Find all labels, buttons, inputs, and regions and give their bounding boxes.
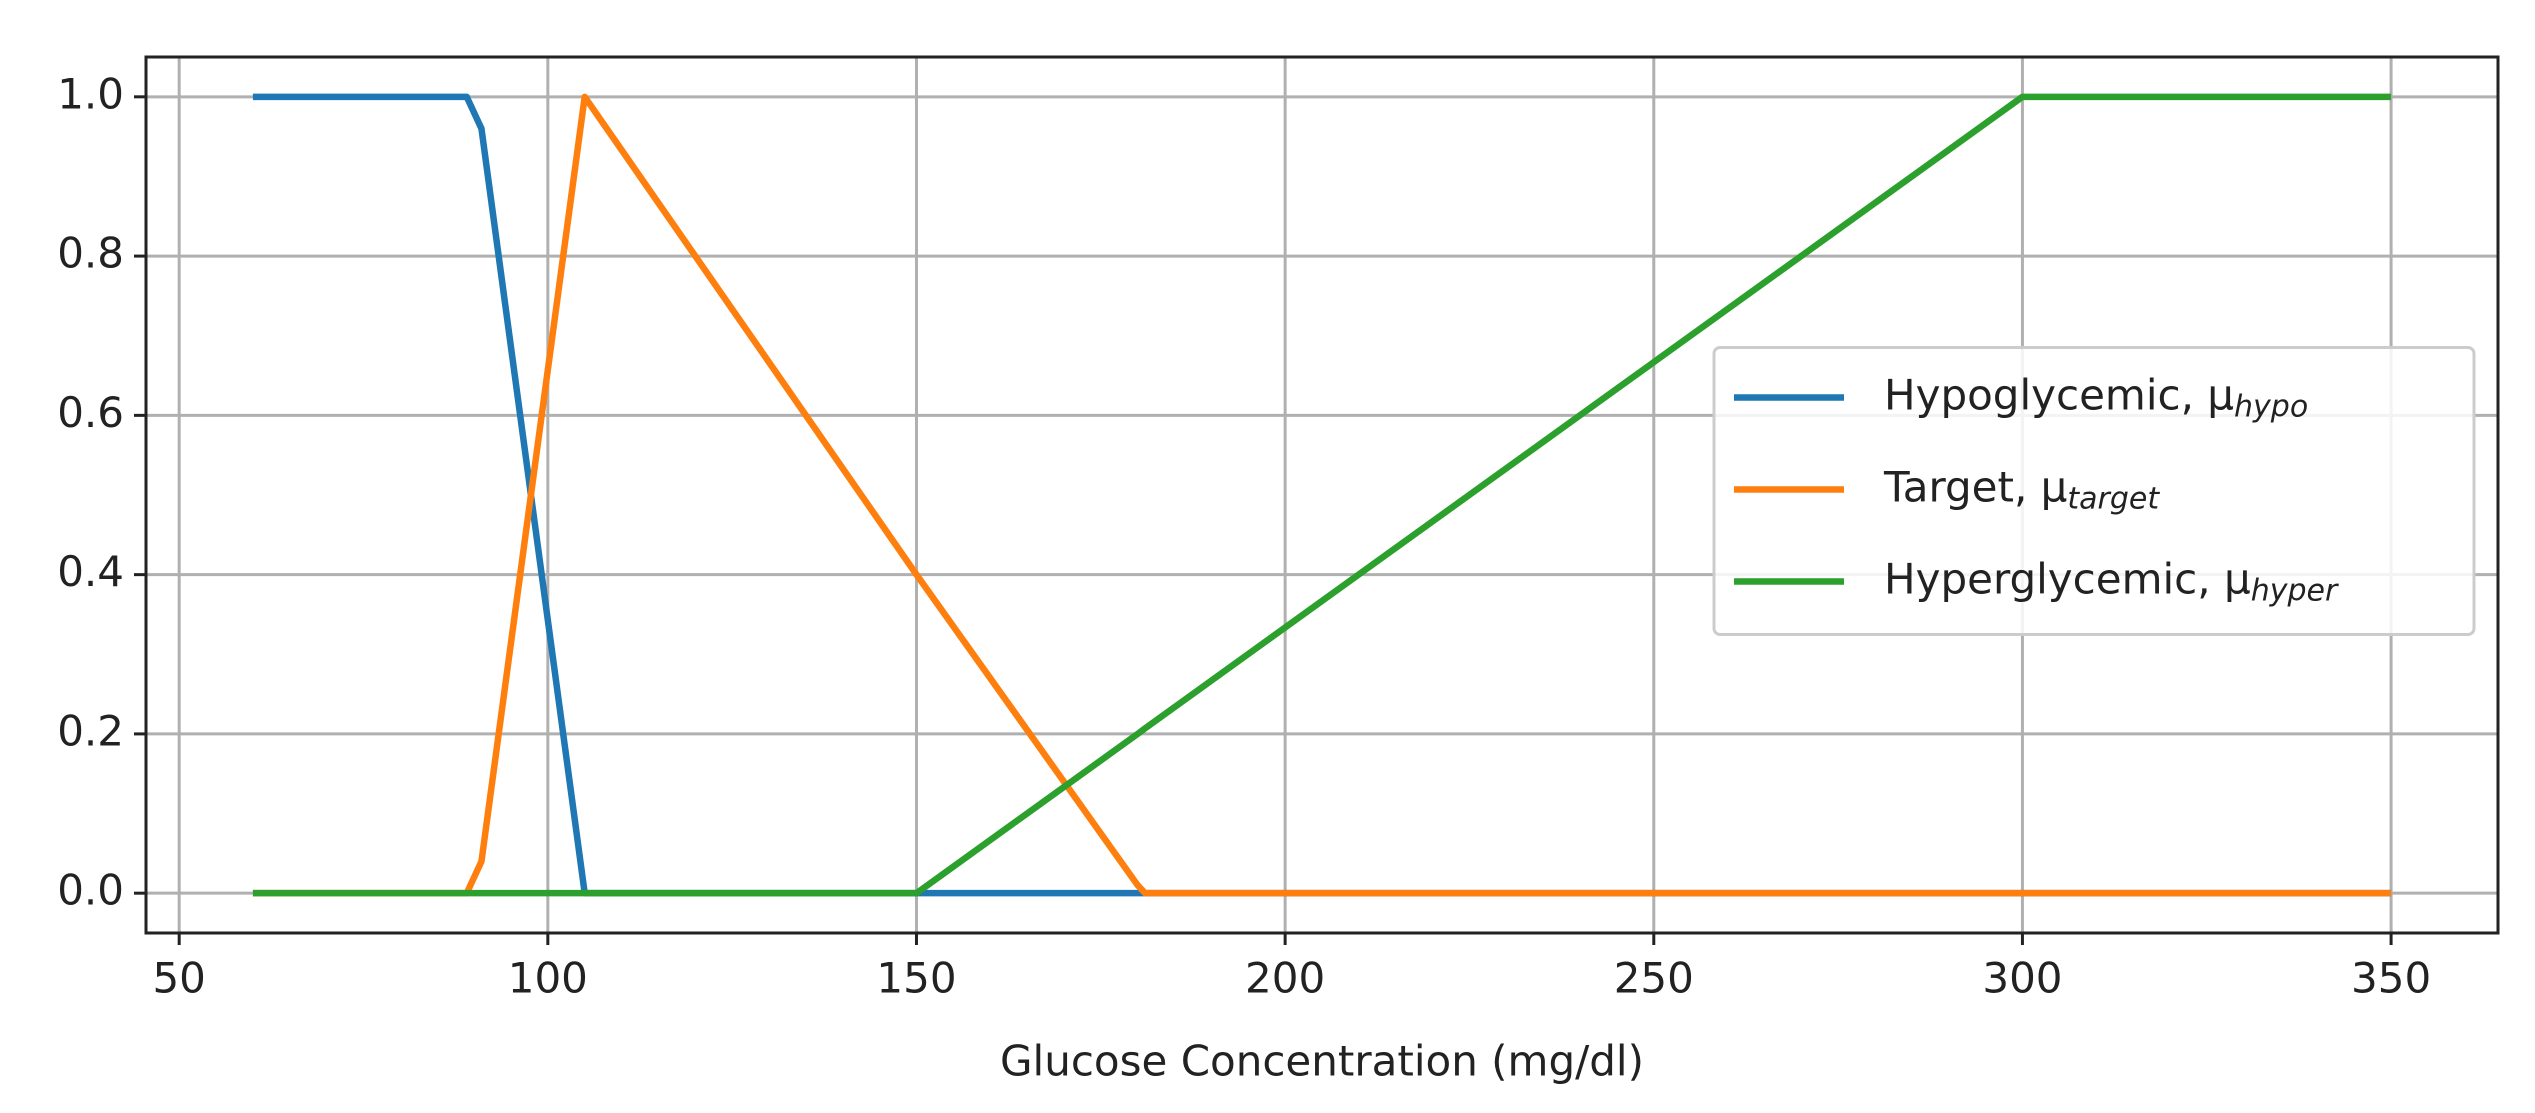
legend-label: Target, μtarget: [1883, 462, 2160, 516]
x-tick-label: 100: [508, 954, 588, 1003]
x-tick-label: 300: [1982, 954, 2062, 1003]
x-axis-label: Glucose Concentration (mg/dl): [1000, 1037, 1644, 1086]
y-tick-label: 0.2: [57, 706, 124, 755]
legend-name: Hypoglycemic, μ: [1884, 370, 2234, 419]
series-line: [252, 93, 2392, 897]
legend-name: Hyperglycemic, μ: [1884, 554, 2251, 603]
x-tick-label: 50: [152, 954, 205, 1003]
y-tick-label: 0.4: [57, 547, 124, 596]
y-tick-label: 1.0: [57, 69, 124, 118]
legend-label: Hypoglycemic, μhypo: [1884, 370, 2308, 424]
x-tick-label: 250: [1614, 954, 1694, 1003]
legend-subscript: hyper: [2251, 573, 2339, 608]
axes-frame: [144, 55, 2500, 935]
legend: Hypoglycemic, μhypo Target, μtarget Hyperg…: [1712, 346, 2476, 636]
y-tick-label: 0.0: [57, 866, 124, 915]
legend-label: Hyperglycemic, μhyper: [1884, 554, 2339, 608]
x-tick-label: 150: [876, 954, 956, 1003]
x-tick-label: 200: [1245, 954, 1325, 1003]
y-tick-label: 0.8: [57, 229, 124, 278]
x-tick-label: 350: [2351, 954, 2431, 1003]
legend-name: Target, μ: [1883, 462, 2067, 511]
legend-box: [1712, 346, 2476, 636]
legend-subscript: target: [2067, 481, 2160, 516]
series-line: [252, 93, 2392, 897]
legend-subscript: hypo: [2234, 389, 2308, 424]
y-tick-label: 0.6: [57, 388, 124, 437]
